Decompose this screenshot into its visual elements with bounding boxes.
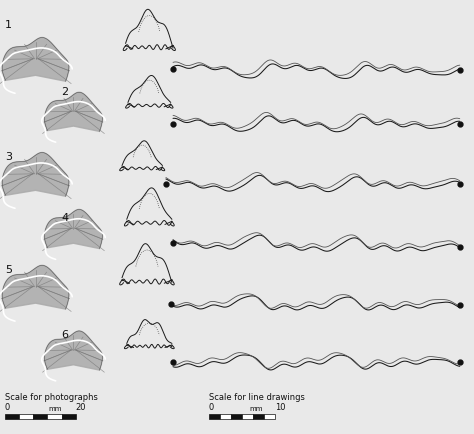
Polygon shape <box>2 265 69 309</box>
Polygon shape <box>45 331 102 370</box>
Bar <box>242 414 253 419</box>
Text: 4: 4 <box>62 213 69 223</box>
Text: 2: 2 <box>62 87 69 97</box>
Text: 0: 0 <box>5 403 10 412</box>
Bar <box>219 414 231 419</box>
Text: Scale for photographs: Scale for photographs <box>5 393 98 402</box>
Bar <box>264 414 275 419</box>
Bar <box>33 414 47 419</box>
Polygon shape <box>2 152 69 196</box>
Polygon shape <box>45 210 102 249</box>
Text: 1: 1 <box>5 20 12 30</box>
Text: 20: 20 <box>76 403 86 412</box>
Polygon shape <box>45 92 102 132</box>
Bar <box>47 414 62 419</box>
Text: mm: mm <box>49 406 62 412</box>
Text: mm: mm <box>250 406 263 412</box>
Text: 0: 0 <box>209 403 214 412</box>
Text: Scale for line drawings: Scale for line drawings <box>209 393 304 402</box>
Bar <box>231 414 242 419</box>
Text: 10: 10 <box>275 403 285 412</box>
Bar <box>5 414 19 419</box>
Bar <box>19 414 33 419</box>
Bar <box>209 414 219 419</box>
Polygon shape <box>2 37 69 81</box>
Bar <box>253 414 264 419</box>
Text: 6: 6 <box>62 330 69 340</box>
Text: 5: 5 <box>5 265 12 275</box>
Bar <box>62 414 76 419</box>
Text: 3: 3 <box>5 152 12 162</box>
